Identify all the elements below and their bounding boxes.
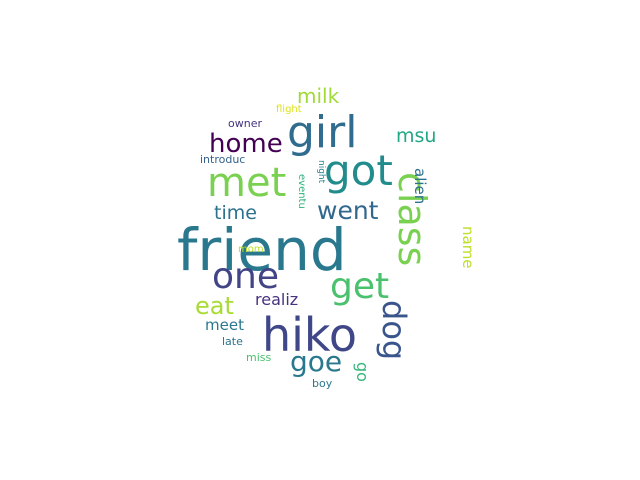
word-owner: owner: [228, 117, 262, 130]
word-late: late: [222, 335, 243, 348]
word-meet: meet: [205, 316, 244, 334]
word-realiz: realiz: [255, 290, 299, 309]
word-went: went: [317, 196, 379, 225]
word-got: got: [324, 146, 393, 195]
word-eat: eat: [195, 292, 234, 320]
word-hiko: hiko: [262, 308, 358, 362]
word-name: name: [459, 226, 477, 269]
word-go: go: [353, 362, 372, 382]
word-alien: alien: [411, 168, 429, 205]
word-milk: milk: [297, 84, 340, 108]
word-dog: dog: [375, 300, 413, 361]
word-flight: flight: [276, 104, 302, 115]
word-night: night: [316, 160, 326, 184]
word-met: met: [207, 160, 287, 206]
word-one: one: [212, 256, 279, 297]
word-girl: girl: [287, 107, 358, 158]
word-friend: friend: [177, 216, 347, 284]
word-miss: miss: [246, 351, 272, 364]
word-boy: boy: [312, 377, 333, 390]
word-mom: mom: [238, 244, 264, 255]
word-home: home: [209, 129, 283, 159]
word-msu: msu: [396, 125, 437, 147]
word-introduc: introduc: [200, 153, 246, 166]
word-eventu: eventu: [296, 174, 307, 209]
word-time: time: [214, 202, 257, 224]
word-goe: goe: [290, 345, 343, 378]
word-get: get: [330, 266, 390, 307]
